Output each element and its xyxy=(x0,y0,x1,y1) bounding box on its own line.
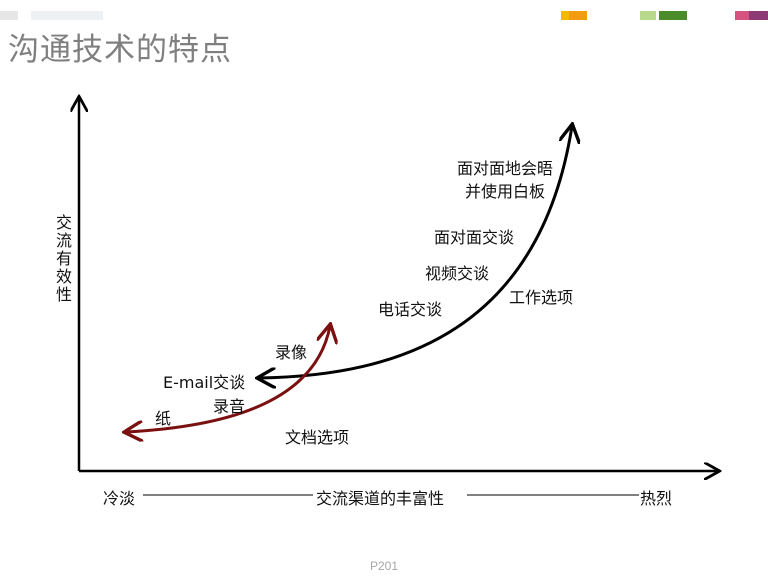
page-title: 沟通技术的特点 xyxy=(8,32,232,68)
label-phone: 电话交谈 xyxy=(378,300,443,319)
header-decor-green-light xyxy=(640,11,656,20)
header-decor-green-dark xyxy=(659,11,687,20)
label-face-to-face: 面对面交谈 xyxy=(434,228,515,247)
label-video: 视频交谈 xyxy=(425,264,490,283)
x-axis-left-label: 冷淡 xyxy=(103,489,136,508)
header-decor-orange-1 xyxy=(561,11,569,20)
red-curve xyxy=(126,326,330,432)
label-face-whiteboard-line1: 面对面地会晤 xyxy=(456,159,553,178)
header-decor-purple xyxy=(749,11,768,20)
page-number: P201 xyxy=(369,559,399,573)
label-recording: 录像 xyxy=(275,343,308,362)
header-decor-gray-2 xyxy=(31,11,103,20)
header-decor-gray-1 xyxy=(0,11,18,20)
label-email: E-mail交谈 xyxy=(163,373,246,392)
label-audio: 录音 xyxy=(213,397,246,416)
header-decor-orange-2 xyxy=(569,11,587,20)
x-axis-title: 交流渠道的丰富性 xyxy=(316,489,445,508)
label-face-whiteboard: 面对面地会晤 并使用白板 xyxy=(445,157,565,203)
header-decor-pink xyxy=(735,11,749,20)
label-document-options: 文档选项 xyxy=(285,428,350,447)
label-work-options: 工作选项 xyxy=(509,288,574,307)
y-axis-label: 交流有效性 xyxy=(55,213,72,304)
x-axis-right-label: 热烈 xyxy=(640,489,673,508)
label-paper: 纸 xyxy=(155,409,172,428)
label-face-whiteboard-line2: 并使用白板 xyxy=(464,182,545,201)
